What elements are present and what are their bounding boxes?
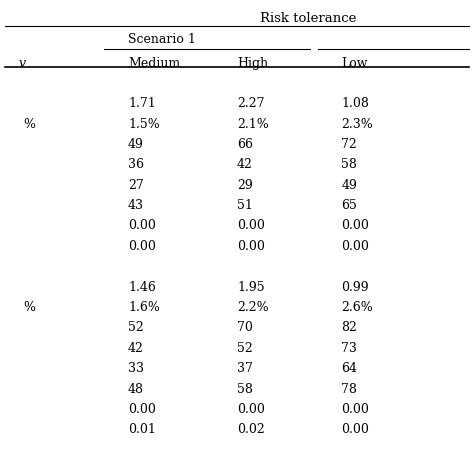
Text: 0.00: 0.00 — [128, 219, 156, 232]
Text: 52: 52 — [128, 321, 144, 334]
Text: 52: 52 — [237, 342, 253, 355]
Text: 58: 58 — [237, 383, 253, 395]
Text: 0.00: 0.00 — [237, 403, 265, 416]
Text: 0.00: 0.00 — [341, 423, 369, 436]
Text: 0.00: 0.00 — [341, 219, 369, 232]
Text: 0.00: 0.00 — [128, 240, 156, 253]
Text: High: High — [237, 57, 268, 70]
Text: %: % — [24, 301, 36, 314]
Text: 37: 37 — [237, 362, 253, 375]
Text: 2.27: 2.27 — [237, 97, 264, 110]
Text: 2.6%: 2.6% — [341, 301, 373, 314]
Text: %: % — [24, 118, 36, 130]
Text: 78: 78 — [341, 383, 357, 395]
Text: 0.00: 0.00 — [237, 240, 265, 253]
Text: 0.02: 0.02 — [237, 423, 265, 436]
Text: v: v — [19, 57, 26, 70]
Text: Medium: Medium — [128, 57, 180, 70]
Text: 49: 49 — [341, 179, 357, 191]
Text: 42: 42 — [237, 158, 253, 171]
Text: Scenario 1: Scenario 1 — [128, 33, 196, 46]
Text: 49: 49 — [128, 138, 144, 151]
Text: 2.1%: 2.1% — [237, 118, 269, 130]
Text: 1.08: 1.08 — [341, 97, 369, 110]
Text: Low: Low — [341, 57, 368, 70]
Text: 1.6%: 1.6% — [128, 301, 160, 314]
Text: 1.46: 1.46 — [128, 281, 156, 293]
Text: 33: 33 — [128, 362, 144, 375]
Text: 0.00: 0.00 — [341, 240, 369, 253]
Text: 70: 70 — [237, 321, 253, 334]
Text: 27: 27 — [128, 179, 144, 191]
Text: 36: 36 — [128, 158, 144, 171]
Text: 66: 66 — [237, 138, 253, 151]
Text: 42: 42 — [128, 342, 144, 355]
Text: 0.00: 0.00 — [341, 403, 369, 416]
Text: 1.71: 1.71 — [128, 97, 156, 110]
Text: 0.01: 0.01 — [128, 423, 156, 436]
Text: 58: 58 — [341, 158, 357, 171]
Text: 1.95: 1.95 — [237, 281, 264, 293]
Text: 1.5%: 1.5% — [128, 118, 160, 130]
Text: 2.3%: 2.3% — [341, 118, 373, 130]
Text: Risk tolerance: Risk tolerance — [260, 12, 356, 25]
Text: 73: 73 — [341, 342, 357, 355]
Text: 43: 43 — [128, 199, 144, 212]
Text: 82: 82 — [341, 321, 357, 334]
Text: 2.2%: 2.2% — [237, 301, 269, 314]
Text: 0.99: 0.99 — [341, 281, 369, 293]
Text: 0.00: 0.00 — [128, 403, 156, 416]
Text: 29: 29 — [237, 179, 253, 191]
Text: 72: 72 — [341, 138, 357, 151]
Text: 0.00: 0.00 — [237, 219, 265, 232]
Text: 48: 48 — [128, 383, 144, 395]
Text: 65: 65 — [341, 199, 357, 212]
Text: 51: 51 — [237, 199, 253, 212]
Text: 64: 64 — [341, 362, 357, 375]
